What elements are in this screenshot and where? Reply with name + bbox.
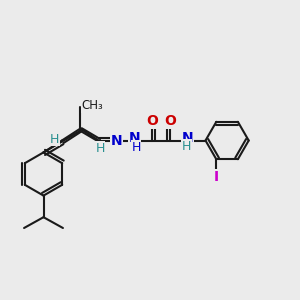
Text: H: H (95, 142, 105, 154)
Text: O: O (164, 114, 176, 128)
Text: N: N (182, 130, 194, 145)
Text: N: N (111, 134, 123, 148)
Text: I: I (214, 169, 219, 184)
Text: CH₃: CH₃ (82, 99, 104, 112)
Text: H: H (131, 141, 141, 154)
Text: H: H (50, 133, 59, 146)
Text: H: H (182, 140, 191, 153)
Text: O: O (146, 114, 158, 128)
Text: N: N (129, 130, 140, 145)
